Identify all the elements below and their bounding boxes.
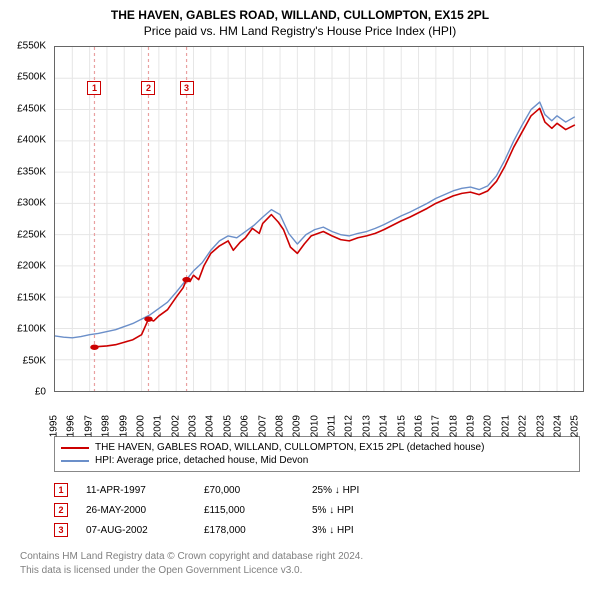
legend-swatch: [61, 460, 89, 462]
x-tick-label: 2017: [431, 415, 442, 437]
legend: THE HAVEN, GABLES ROAD, WILLAND, CULLOMP…: [54, 436, 580, 472]
x-tick-label: 2011: [327, 415, 338, 437]
x-tick-label: 2015: [396, 415, 407, 437]
x-tick-label: 2022: [518, 415, 529, 437]
chart-title-line1: THE HAVEN, GABLES ROAD, WILLAND, CULLOMP…: [10, 8, 590, 22]
event-date: 11-APR-1997: [86, 485, 186, 496]
plot-svg: [55, 47, 583, 391]
event-date: 26-MAY-2000: [86, 505, 186, 516]
x-tick-label: 1997: [83, 415, 94, 437]
x-tick-label: 2012: [344, 415, 355, 437]
x-tick-label: 2005: [222, 415, 233, 437]
event-date: 07-AUG-2002: [86, 525, 186, 536]
chart-container: THE HAVEN, GABLES ROAD, WILLAND, CULLOMP…: [0, 0, 600, 590]
legend-label: HPI: Average price, detached house, Mid …: [95, 455, 308, 466]
y-tick-label: £400K: [17, 135, 46, 146]
x-tick-label: 2013: [361, 415, 372, 437]
x-tick-label: 2018: [448, 415, 459, 437]
y-tick-label: £0: [35, 387, 46, 398]
y-tick-label: £550K: [17, 41, 46, 52]
x-tick-label: 2009: [292, 415, 303, 437]
x-tick-label: 2001: [153, 415, 164, 437]
y-tick-label: £500K: [17, 72, 46, 83]
legend-swatch: [61, 447, 89, 449]
sale-marker-box: 3: [180, 81, 194, 95]
event-marker: 2: [54, 503, 68, 517]
event-row: 2 26-MAY-2000 £115,000 5% ↓ HPI: [54, 500, 580, 520]
x-tick-label: 2007: [257, 415, 268, 437]
x-tick-label: 2016: [413, 415, 424, 437]
event-marker: 1: [54, 483, 68, 497]
y-tick-label: £450K: [17, 103, 46, 114]
x-tick-label: 2008: [274, 415, 285, 437]
x-tick-label: 2019: [466, 415, 477, 437]
x-tick-label: 1998: [101, 415, 112, 437]
x-tick-label: 2014: [379, 415, 390, 437]
x-tick-label: 2002: [170, 415, 181, 437]
x-tick-label: 2024: [552, 415, 563, 437]
legend-item: HPI: Average price, detached house, Mid …: [61, 454, 573, 467]
chart-title-line2: Price paid vs. HM Land Registry's House …: [10, 24, 590, 38]
plot-area: 1 2 3: [54, 46, 584, 392]
x-tick-label: 2025: [570, 415, 581, 437]
y-tick-label: £200K: [17, 261, 46, 272]
chart-title-block: THE HAVEN, GABLES ROAD, WILLAND, CULLOMP…: [10, 8, 590, 38]
y-tick-label: £350K: [17, 166, 46, 177]
event-delta: 5% ↓ HPI: [312, 505, 422, 516]
y-axis-labels: £0£50K£100K£150K£200K£250K£300K£350K£400…: [10, 46, 50, 392]
events-table: 1 11-APR-1997 £70,000 25% ↓ HPI 2 26-MAY-2000…: [54, 480, 580, 540]
y-tick-label: £150K: [17, 292, 46, 303]
x-tick-label: 2000: [135, 415, 146, 437]
footer-line2: This data is licensed under the Open Gov…: [20, 564, 580, 578]
x-axis-labels: 1995199619971998199920002001200220032004…: [54, 394, 584, 426]
y-tick-label: £100K: [17, 324, 46, 335]
x-tick-label: 2023: [535, 415, 546, 437]
x-tick-label: 1996: [66, 415, 77, 437]
event-price: £115,000: [204, 505, 294, 516]
sale-marker-box: 1: [87, 81, 101, 95]
chart-plot-wrap: £0 £50K £100K £150K £200K £250K £300K £350K £400…: [10, 46, 590, 426]
legend-label: THE HAVEN, GABLES ROAD, WILLAND, CULLOMP…: [95, 442, 484, 453]
footer: Contains HM Land Registry data © Crown c…: [20, 550, 580, 577]
event-delta: 3% ↓ HPI: [312, 525, 422, 536]
x-tick-label: 2006: [240, 415, 251, 437]
x-tick-label: 2004: [205, 415, 216, 437]
event-price: £70,000: [204, 485, 294, 496]
legend-item: THE HAVEN, GABLES ROAD, WILLAND, CULLOMP…: [61, 441, 573, 454]
x-tick-label: 2010: [309, 415, 320, 437]
footer-line1: Contains HM Land Registry data © Crown c…: [20, 550, 580, 564]
event-marker: 3: [54, 523, 68, 537]
x-tick-label: 2020: [483, 415, 494, 437]
x-tick-label: 1999: [118, 415, 129, 437]
event-row: 1 11-APR-1997 £70,000 25% ↓ HPI: [54, 480, 580, 500]
y-tick-label: £250K: [17, 229, 46, 240]
x-tick-label: 2021: [500, 415, 511, 437]
sale-marker-box: 2: [141, 81, 155, 95]
event-price: £178,000: [204, 525, 294, 536]
x-tick-label: 1995: [49, 415, 60, 437]
event-row: 3 07-AUG-2002 £178,000 3% ↓ HPI: [54, 520, 580, 540]
event-delta: 25% ↓ HPI: [312, 485, 422, 496]
x-tick-label: 2003: [188, 415, 199, 437]
y-tick-label: £300K: [17, 198, 46, 209]
y-tick-label: £50K: [23, 355, 46, 366]
